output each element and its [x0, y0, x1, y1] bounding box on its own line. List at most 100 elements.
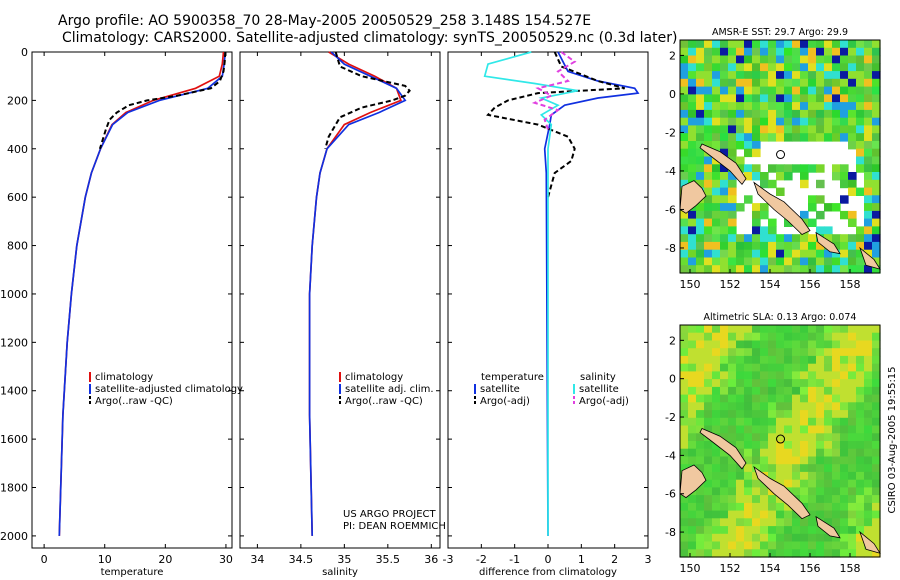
sla_map-cell	[704, 464, 713, 473]
sla_map-cell	[848, 495, 857, 504]
sst_map-cell	[728, 257, 737, 266]
sla_map-cell	[784, 340, 793, 349]
sla_map-cell	[760, 541, 769, 550]
sla_map-cell	[792, 487, 801, 496]
sst_map-cell	[768, 179, 777, 189]
sla_map-cell	[696, 448, 705, 457]
sla_map-cell	[680, 332, 689, 341]
sla_map-cell	[712, 340, 721, 349]
sst_map-y-tick-label: 2	[669, 49, 676, 62]
sst_map-cell	[728, 109, 737, 119]
sst_map-cell	[688, 94, 697, 103]
sst_map-cell	[752, 109, 761, 119]
sst_map-cell	[864, 218, 873, 227]
sla_map-cell	[792, 394, 801, 403]
sla_map-cell	[744, 518, 753, 527]
sla_map-cell	[760, 371, 769, 380]
sst_map-cell	[720, 148, 729, 158]
sla_map-cell	[848, 441, 857, 450]
sst_map-cell	[696, 40, 705, 49]
sst_map-cell	[808, 234, 817, 243]
sst_map-cell	[752, 102, 761, 111]
sla_map-cell	[696, 541, 705, 550]
sla_map-cell	[712, 402, 721, 411]
sla_map-cell	[840, 325, 849, 334]
sla_map-cell	[704, 325, 713, 334]
sst_map-cell	[872, 78, 881, 88]
sst_map-cell	[720, 195, 729, 204]
sst_map-cell	[792, 164, 801, 173]
sla_map-cell	[728, 495, 737, 504]
sla_map-cell	[840, 533, 849, 543]
sla_map-cell	[784, 355, 793, 365]
sst_map-cell	[728, 203, 737, 212]
sst_map-cell	[776, 55, 785, 64]
sla_map-cell	[744, 479, 753, 488]
sla_map-cell	[856, 471, 865, 481]
sst_map-cell	[680, 109, 689, 119]
sst_map-cell	[872, 117, 881, 127]
sst_map-cell	[760, 117, 769, 127]
sst_map-cell	[696, 218, 705, 227]
sst_map-cell	[720, 241, 729, 251]
sla_map-cell	[752, 332, 761, 341]
sla_map-cell	[680, 495, 689, 504]
sst_map-cell	[832, 78, 841, 88]
sst_map-cell	[848, 117, 857, 127]
sla_map-cell	[696, 502, 705, 512]
sla_map-title: Altimetric SLA: 0.13 Argo: 0.074	[704, 312, 857, 323]
sla_map-cell	[720, 549, 729, 558]
sst_map-cell	[688, 40, 697, 49]
sla_map-cell	[816, 371, 825, 380]
sst_map-cell	[696, 47, 705, 57]
sla_map-cell	[832, 325, 841, 334]
sla_map-cell	[768, 541, 777, 550]
sst_map-cell	[808, 164, 817, 173]
temperature-x-tick-label: 30	[219, 553, 233, 566]
sst_map-cell	[848, 210, 857, 220]
sst_map-cell	[808, 218, 817, 227]
sla_map-cell	[808, 355, 817, 365]
sst_map-cell	[768, 71, 777, 80]
sst_map-cell	[688, 249, 697, 259]
sst_map-cell	[864, 94, 873, 103]
sla_map-cell	[744, 464, 753, 473]
sla_map-cell	[728, 518, 737, 527]
sst_map-cell	[696, 63, 705, 72]
sla_map-cell	[704, 526, 713, 535]
sst_map-cell	[864, 203, 873, 212]
sst_map-cell	[800, 63, 809, 72]
sla_map-cell	[792, 510, 801, 519]
sla_map-cell	[824, 348, 833, 357]
sst_map-cell	[824, 203, 833, 212]
sst_map-cell	[720, 125, 729, 134]
sst_map-cell	[784, 257, 793, 266]
sla_map-cell	[816, 526, 825, 535]
sst_map-cell	[760, 265, 769, 274]
sla_map-cell	[688, 502, 697, 512]
sla_map-cell	[832, 471, 841, 481]
sst_map-cell	[720, 40, 729, 49]
sla_map-cell	[808, 340, 817, 349]
sst_map-cell	[856, 249, 865, 259]
sla_map-y-tick-label: -2	[665, 411, 676, 424]
sla_map-cell	[736, 325, 745, 334]
sla_map-cell	[736, 417, 745, 427]
sst_map-cell	[864, 63, 873, 72]
sla_map-cell	[704, 510, 713, 519]
sla_map-cell	[720, 502, 729, 512]
sla_map-cell	[824, 456, 833, 465]
sla_map-cell	[864, 371, 873, 380]
sla_map-cell	[872, 533, 881, 543]
sst_map-cell	[736, 63, 745, 72]
sst_map-cell	[728, 195, 737, 204]
sla_map-cell	[752, 541, 761, 550]
sst_map-cell	[776, 234, 785, 243]
sla_map-cell	[816, 464, 825, 473]
sla_map-cell	[680, 425, 689, 434]
sla_map-cell	[728, 348, 737, 357]
sla_map-cell	[760, 425, 769, 434]
sla_map-cell	[848, 541, 857, 550]
sla_map-cell	[848, 433, 857, 442]
sla_map-cell	[720, 456, 729, 465]
